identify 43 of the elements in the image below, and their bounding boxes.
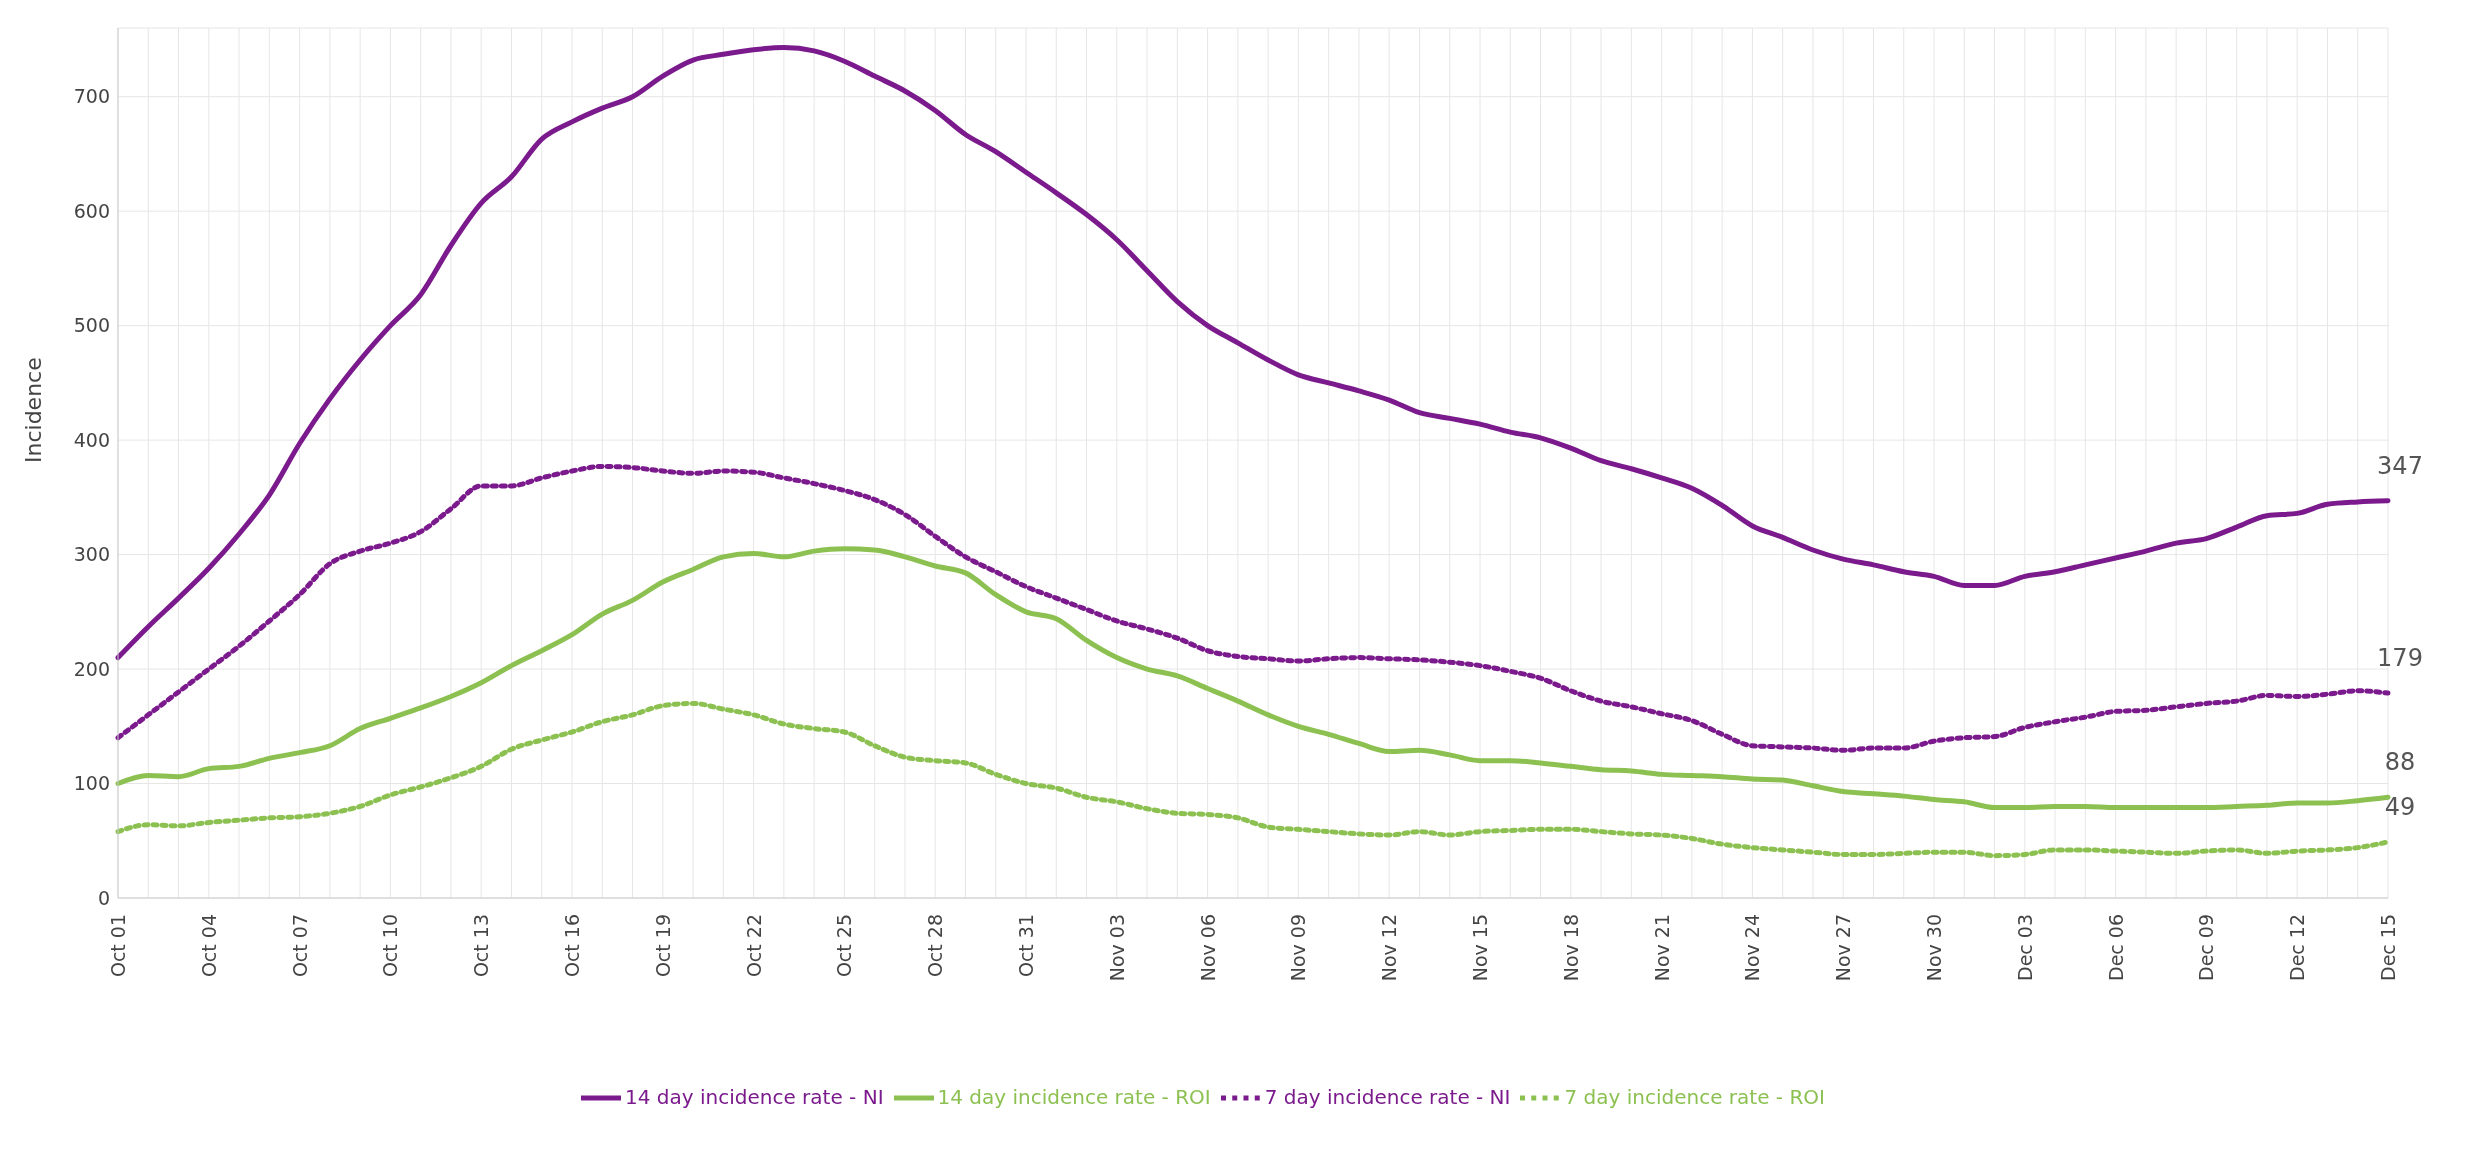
x-tick-label: Nov 24: [1741, 914, 1764, 982]
annotation: 88: [2384, 748, 2416, 777]
x-tick-label: Oct 16: [561, 914, 583, 978]
x-tick-label: Nov 15: [1469, 914, 1491, 982]
y-tick-label: 600: [73, 199, 110, 222]
x-tick-label: Dec 06: [2104, 914, 2127, 981]
legend-label: 14 day incidence rate - ROI: [937, 1084, 1211, 1109]
x-tick-label: Dec 15: [2377, 914, 2399, 981]
annotation: 347: [2377, 451, 2423, 480]
x-tick-label: Nov 30: [1923, 914, 1945, 982]
x-tick-label: Nov 27: [1832, 914, 1855, 982]
x-tick-label: Oct 10: [379, 914, 402, 978]
x-tick-label: Nov 18: [1559, 914, 1582, 982]
x-tick-label: Oct 31: [1015, 914, 1037, 978]
x-tick-label: Nov 06: [1196, 914, 1219, 982]
x-tick-label: Nov 09: [1287, 914, 1310, 982]
annotation: 179: [2377, 644, 2423, 673]
x-tick-label: Oct 25: [833, 914, 856, 978]
x-tick-label: Oct 07: [288, 914, 311, 978]
x-tick-label: Dec 12: [2286, 914, 2309, 981]
x-tick-label: Oct 19: [651, 914, 674, 978]
legend-label: 7 day incidence rate - ROI: [1564, 1084, 1825, 1109]
y-tick-label: 700: [73, 85, 110, 108]
y-tick-label: 100: [73, 772, 110, 795]
x-tick-label: Oct 04: [197, 914, 220, 978]
legend-label: 7 day incidence rate - NI: [1264, 1084, 1511, 1109]
y-tick-label: 300: [73, 543, 110, 566]
y-tick-label: 200: [73, 657, 110, 680]
y-axis-title: Incidence: [20, 357, 46, 463]
x-tick-label: Nov 12: [1378, 914, 1401, 982]
x-tick-label: Nov 21: [1650, 914, 1673, 982]
y-tick-label: 400: [73, 428, 110, 451]
y-tick-label: 0: [97, 886, 110, 909]
x-tick-label: Oct 22: [742, 914, 765, 978]
y-tick-label: 500: [73, 314, 110, 337]
x-tick-label: Oct 13: [470, 914, 493, 978]
legend-label: 14 day incidence rate - NI: [625, 1084, 884, 1109]
x-tick-label: Nov 03: [1105, 914, 1128, 982]
x-tick-label: Oct 28: [924, 914, 947, 978]
annotation: 49: [2384, 792, 2416, 821]
x-tick-label: Dec 03: [2013, 914, 2036, 981]
x-tick-label: Dec 09: [2195, 914, 2218, 981]
x-tick-label: Oct 01: [107, 914, 129, 978]
